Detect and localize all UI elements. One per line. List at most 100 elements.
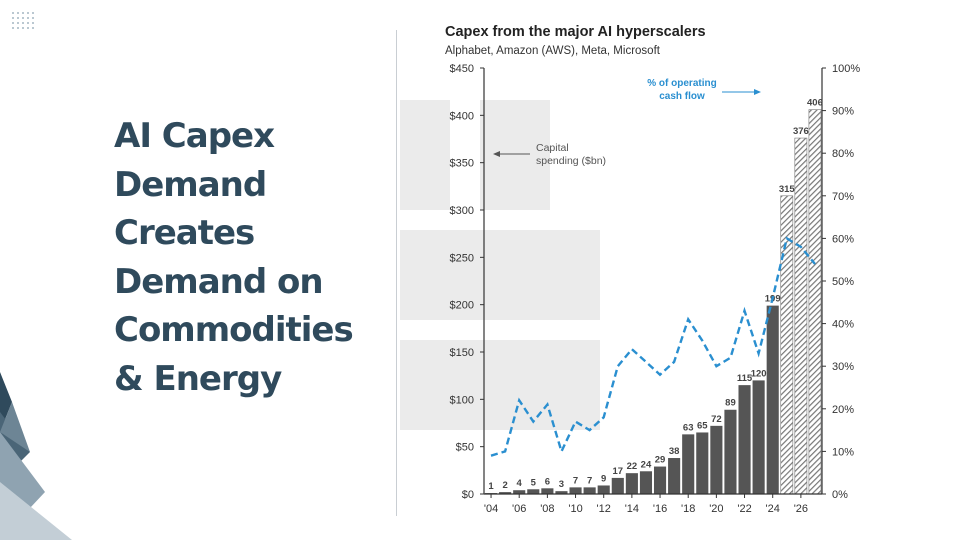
bar	[625, 473, 638, 494]
bar	[513, 490, 526, 494]
dot-grid-decoration	[12, 12, 34, 29]
bar	[794, 137, 808, 495]
triangle-decoration	[0, 372, 72, 540]
bar-value-label: 1	[488, 481, 494, 492]
right-tick-label: 70%	[832, 191, 854, 203]
x-tick-label: '10	[568, 503, 582, 515]
bar	[653, 466, 667, 494]
x-tick-label: '08	[540, 503, 554, 515]
left-tick-label: $300	[450, 205, 474, 217]
x-tick-label: '06	[512, 503, 526, 515]
bar-value-label: 406	[807, 98, 823, 109]
capital-label-2: spending ($bn)	[536, 155, 606, 167]
bar	[696, 432, 709, 494]
bar-value-label: 6	[545, 476, 550, 487]
left-tick-label: $50	[456, 442, 474, 454]
left-tick-label: $350	[450, 158, 474, 170]
capex-chart: $0 $50 $100 $150 $200 $250 $300 $350 $400 $450 0%…	[400, 63, 860, 515]
bar-value-label: 29	[655, 455, 666, 466]
left-tick-label: $0	[462, 489, 474, 501]
bar-value-label: 7	[587, 475, 592, 486]
bar-series	[484, 109, 822, 495]
bar-value-label: 376	[793, 126, 809, 137]
bar-value-label: 9	[601, 473, 606, 484]
bar	[569, 487, 582, 494]
bar	[639, 471, 653, 494]
x-tick-label: '24	[766, 503, 780, 515]
bar-value-label: 7	[573, 475, 578, 486]
watermark-logo	[400, 100, 600, 430]
bar	[499, 492, 512, 494]
bar-value-label: 315	[779, 184, 796, 195]
left-tick-label: $200	[450, 300, 474, 312]
right-y-axis: 0% 10% 20% 30% 40% 50% 60% 70% 80% 90% 100%	[821, 63, 860, 501]
right-tick-label: 100%	[832, 63, 860, 75]
bar	[668, 458, 681, 494]
bar	[555, 491, 568, 494]
bar-value-label: 38	[669, 446, 680, 457]
bar-value-label: 89	[725, 398, 736, 409]
bar	[527, 489, 540, 494]
x-tick-label: '04	[484, 503, 498, 515]
left-tick-label: $250	[450, 252, 474, 264]
bar-value-label: 17	[613, 466, 624, 477]
ocf-arrowhead	[754, 89, 761, 95]
bar-value-label: 115	[737, 373, 753, 384]
bar	[808, 109, 822, 495]
x-tick-label: '26	[794, 503, 808, 515]
capital-annotation: Capital spending ($bn)	[493, 142, 606, 167]
bar-value-label: 63	[683, 422, 694, 433]
bar-value-label: 22	[627, 461, 638, 472]
bar	[752, 380, 765, 494]
ocf-annotation: % of operating cash flow	[647, 78, 761, 102]
bar-value-label: 5	[531, 477, 537, 488]
bar	[597, 485, 610, 494]
bar-value-label: 2	[502, 480, 507, 491]
bar-value-label: 65	[697, 420, 708, 431]
bar	[682, 434, 695, 494]
right-tick-label: 90%	[832, 106, 854, 118]
x-axis: '04 '06 '08 '10 '12 '14 '16 '18 '20 '22 '24 '26	[484, 493, 822, 515]
left-tick-label: $400	[450, 110, 474, 122]
ocf-label-2: cash flow	[659, 91, 705, 102]
capital-arrowhead	[493, 151, 500, 157]
x-tick-label: '14	[625, 503, 639, 515]
bar-value-label: 3	[559, 479, 564, 490]
right-tick-label: 80%	[832, 148, 854, 160]
capital-label-1: Capital	[536, 142, 569, 154]
bar	[766, 305, 779, 494]
bar	[738, 385, 751, 494]
x-tick-label: '20	[709, 503, 723, 515]
left-tick-label: $450	[450, 63, 474, 75]
right-tick-label: 60%	[832, 233, 854, 245]
x-tick-label: '12	[597, 503, 611, 515]
right-tick-label: 10%	[832, 446, 854, 458]
ocf-line	[490, 236, 816, 457]
x-tick-label: '16	[653, 503, 667, 515]
bar	[710, 425, 723, 494]
right-tick-label: 50%	[832, 276, 854, 288]
bar-value-label: 24	[641, 459, 652, 470]
left-tick-label: $150	[450, 347, 474, 359]
right-tick-label: 20%	[832, 404, 854, 416]
right-tick-label: 40%	[832, 319, 854, 331]
x-tick-label: '18	[681, 503, 695, 515]
bar-value-label: 4	[517, 478, 523, 489]
chart-subtitle: Alphabet, Amazon (AWS), Meta, Microsoft	[445, 45, 660, 57]
bar	[583, 487, 596, 494]
slide-headline: AI Capex Demand Creates Demand on Commod…	[114, 116, 354, 399]
left-y-axis: $0 $50 $100 $150 $200 $250 $300 $350 $400 $450	[450, 63, 485, 501]
bar	[541, 488, 554, 494]
bar	[724, 409, 737, 494]
ocf-label-1: % of operating	[647, 78, 716, 89]
x-tick-label: '22	[737, 503, 751, 515]
divider-line	[396, 30, 397, 516]
left-tick-label: $100	[450, 394, 474, 406]
chart-title: Capex from the major AI hyperscalers	[445, 24, 706, 40]
right-tick-label: 0%	[832, 489, 848, 501]
bar	[611, 477, 624, 494]
bar-value-label: 120	[751, 368, 767, 379]
bar-value-label: 72	[711, 414, 722, 425]
right-tick-label: 30%	[832, 361, 854, 373]
